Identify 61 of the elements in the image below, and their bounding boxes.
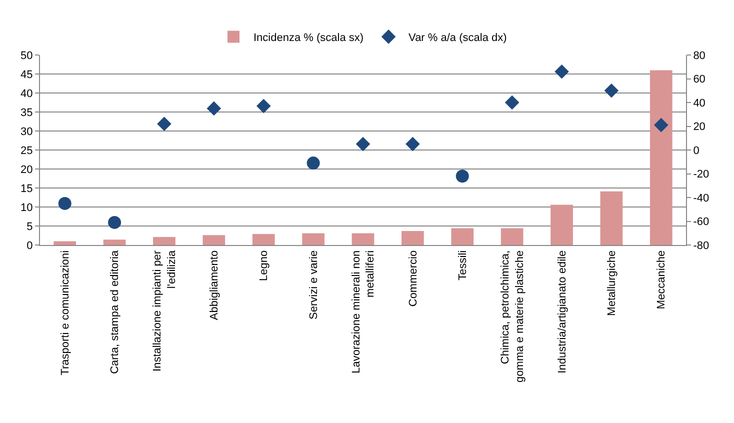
y2-tick-label: 40 xyxy=(693,97,706,110)
legend-label: Incidenza % (scala sx) xyxy=(254,32,364,44)
y2-tick-label: -20 xyxy=(693,168,710,181)
point xyxy=(554,64,569,79)
y-tick-label: 45 xyxy=(20,68,33,81)
y-tick-label: 10 xyxy=(20,202,33,214)
point xyxy=(58,196,72,210)
x-tick-label: Tessili xyxy=(456,250,469,280)
point xyxy=(504,95,520,110)
y2-tick-label: 60 xyxy=(693,74,706,86)
x-tick-label: Carta, stampa ed editoria xyxy=(109,250,122,374)
x-tick-label: Abbigliamento xyxy=(208,250,220,320)
x-tick-label: Servizi e varie xyxy=(308,250,320,320)
bar xyxy=(252,234,275,245)
y2-tick-label: -40 xyxy=(693,192,710,204)
point xyxy=(256,98,271,114)
x-tick-label: Industria/artigianato edile xyxy=(556,250,568,374)
y-tick-label: 25 xyxy=(20,144,33,157)
point xyxy=(108,216,122,229)
bar xyxy=(402,230,424,245)
bar xyxy=(352,233,374,245)
y2-tick-label: -80 xyxy=(693,240,710,252)
bar xyxy=(54,241,76,245)
x-tick-label: Installazione impianti per l'edilizia xyxy=(152,250,178,372)
x-tick-label: Trasporti e comunicazioni xyxy=(59,250,72,376)
y-tick-label: 5 xyxy=(26,220,33,233)
point xyxy=(456,170,469,183)
y-tick-label: 15 xyxy=(20,182,33,195)
bar xyxy=(600,191,623,245)
point xyxy=(157,116,172,132)
x-tick-label: Meccaniche xyxy=(656,250,668,310)
y2-tick-label: 0 xyxy=(693,144,700,157)
x-tick-label: Lavorazione minerali non metalliferi xyxy=(350,250,377,374)
x-tick-label: Metallurgiche xyxy=(606,250,618,316)
point xyxy=(356,136,370,152)
point xyxy=(206,101,222,116)
x-tick-label: Chimica, petrolchimica, gomma e materie plastiche xyxy=(500,250,526,382)
y2-tick-label: 80 xyxy=(693,50,706,62)
bar xyxy=(103,240,126,245)
y2-tick-label: 20 xyxy=(693,121,706,134)
x-tick-label: Commercio xyxy=(407,250,420,307)
bar xyxy=(451,228,474,245)
bar xyxy=(500,228,524,245)
point xyxy=(654,118,668,132)
bar xyxy=(153,237,176,245)
point xyxy=(604,83,619,98)
y-tick-label: 20 xyxy=(20,164,33,176)
point xyxy=(406,136,420,152)
y2-tick-label: -60 xyxy=(693,216,710,228)
y-tick-label: 0 xyxy=(26,240,33,252)
y-tick-label: 30 xyxy=(20,126,33,138)
y-tick-label: 50 xyxy=(20,50,33,62)
x-tick-label: Legno xyxy=(258,250,270,281)
point xyxy=(306,156,320,170)
bar xyxy=(202,235,226,245)
y-tick-label: 40 xyxy=(20,88,33,100)
legend-label: Var % a/a (scala dx) xyxy=(408,32,507,44)
bar xyxy=(550,204,573,245)
bar xyxy=(302,233,324,245)
bar xyxy=(650,70,672,245)
y-tick-label: 35 xyxy=(20,106,33,119)
